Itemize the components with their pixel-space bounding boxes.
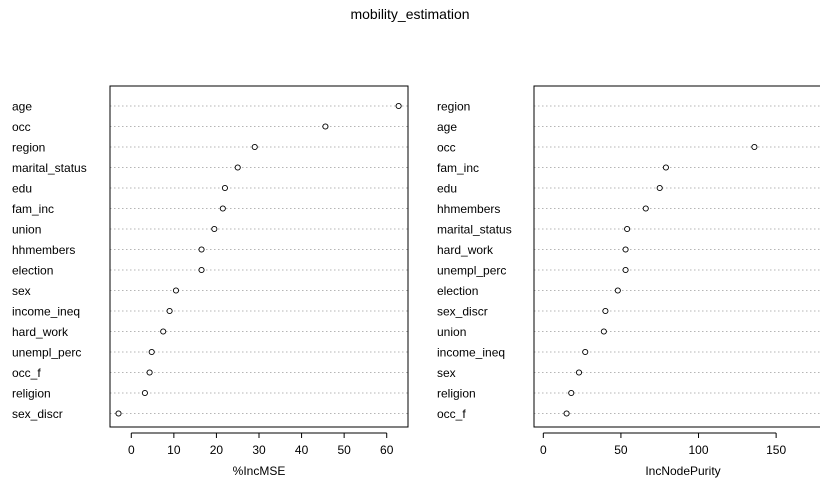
category-label: edu — [12, 182, 32, 196]
category-label: election — [437, 284, 478, 298]
data-point — [141, 389, 148, 397]
data-point — [166, 307, 173, 315]
x-axis-label: %IncMSE — [233, 464, 286, 478]
category-label: occ — [12, 120, 31, 134]
category-label: election — [12, 264, 53, 278]
x-tick-label: 0 — [128, 443, 135, 457]
data-point — [211, 225, 218, 233]
category-label: sex — [12, 284, 31, 298]
category-label: income_ineq — [437, 346, 505, 360]
chart-title: mobility_estimation — [350, 6, 470, 22]
data-point — [751, 143, 758, 151]
category-label: region — [437, 100, 470, 114]
category-label: union — [437, 325, 466, 339]
category-label: occ — [437, 141, 456, 155]
data-point — [600, 328, 607, 335]
category-label: occ_f — [437, 407, 466, 421]
category-label: hhmembers — [12, 243, 75, 257]
data-point — [568, 389, 575, 397]
plot-frame — [109, 85, 409, 428]
category-label: fam_inc — [437, 161, 479, 175]
data-point — [198, 246, 205, 253]
category-label: unempl_perc — [12, 346, 81, 360]
x-tick-label: 0 — [540, 443, 547, 457]
category-label: fam_inc — [12, 202, 54, 216]
category-label: region — [12, 141, 45, 155]
data-point — [251, 143, 258, 151]
data-point — [602, 307, 609, 315]
data-point — [622, 266, 629, 274]
data-point — [146, 369, 153, 376]
data-point — [172, 287, 180, 294]
category-label: edu — [437, 182, 457, 196]
data-point — [198, 266, 205, 274]
x-tick-label: 60 — [380, 443, 394, 457]
x-tick-label: 50 — [614, 443, 628, 457]
data-point — [642, 205, 649, 212]
category-label: income_ineq — [12, 305, 80, 319]
category-label: hhmembers — [437, 202, 500, 216]
data-point — [662, 164, 669, 171]
category-label: union — [12, 223, 41, 237]
category-label: marital_status — [12, 161, 87, 175]
category-label: sex_discr — [437, 305, 488, 319]
x-tick-label: 10 — [167, 443, 181, 457]
data-point — [160, 328, 167, 335]
category-label: religion — [12, 387, 51, 401]
x-axis-label: IncNodePurity — [645, 464, 720, 478]
x-tick-label: 150 — [766, 443, 786, 457]
data-point — [219, 205, 226, 212]
data-point — [234, 164, 241, 171]
data-point — [614, 287, 621, 294]
data-point — [624, 225, 631, 233]
plot-frame — [533, 85, 820, 428]
x-tick-label: 100 — [689, 443, 709, 457]
category-label: unempl_perc — [437, 264, 506, 278]
data-point — [622, 246, 629, 253]
data-point — [563, 410, 570, 417]
data-point — [656, 184, 663, 192]
category-label: sex_discr — [12, 407, 63, 421]
data-point — [395, 102, 402, 110]
category-label: religion — [437, 387, 476, 401]
category-label: hard_work — [437, 243, 494, 257]
x-tick-label: 20 — [210, 443, 224, 457]
category-label: sex — [437, 366, 456, 380]
category-label: age — [437, 120, 457, 134]
data-point — [582, 348, 589, 356]
data-point — [322, 123, 329, 130]
data-point — [221, 184, 228, 192]
category-label: hard_work — [12, 325, 69, 339]
data-point — [148, 348, 155, 356]
x-tick-label: 40 — [295, 443, 309, 457]
category-label: marital_status — [437, 223, 512, 237]
data-point — [575, 369, 583, 376]
x-tick-label: 50 — [337, 443, 351, 457]
x-tick-label: 30 — [252, 443, 266, 457]
data-point — [115, 410, 122, 417]
category-label: occ_f — [12, 366, 41, 380]
category-label: age — [12, 100, 32, 114]
